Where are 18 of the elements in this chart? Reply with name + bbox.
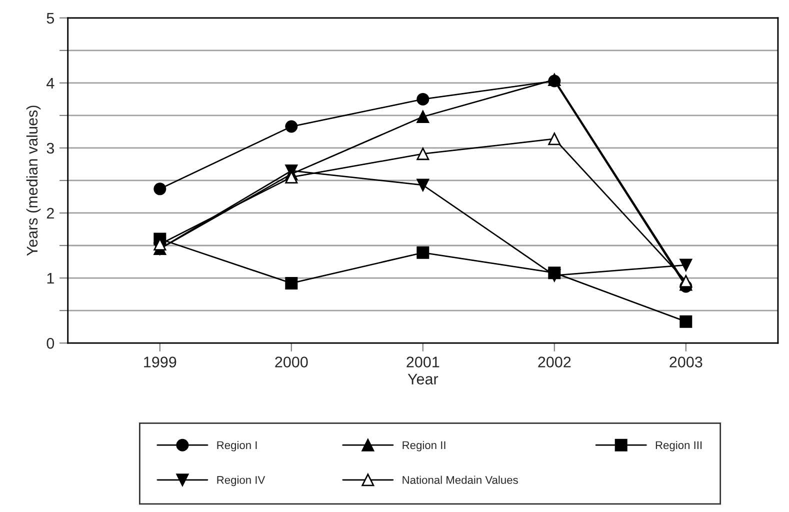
x-axis-title: Year xyxy=(408,374,438,384)
legend-label: National Medain Values xyxy=(402,476,518,484)
y-tick-label: 5 xyxy=(46,12,54,24)
legend-label: Region I xyxy=(217,440,257,452)
y-tick-label: 0 xyxy=(46,338,54,349)
y-tick-label: 3 xyxy=(46,142,54,154)
x-tick-label: 2002 xyxy=(538,356,571,368)
y-tick-label: 2 xyxy=(46,208,54,219)
x-tick-label: 2001 xyxy=(406,356,440,368)
y-tick-label: 4 xyxy=(46,78,54,88)
legend-label: Region IV xyxy=(217,476,266,486)
x-tick-label: 2000 xyxy=(275,356,308,368)
legend-label: Region II xyxy=(402,440,446,452)
y-axis-title: Years (median values) xyxy=(26,106,41,256)
x-tick-label: 2003 xyxy=(670,356,702,368)
x-tick-label: 1999 xyxy=(144,356,176,368)
legend-label: Region III xyxy=(656,440,702,452)
y-tick-label: 1 xyxy=(47,273,54,284)
